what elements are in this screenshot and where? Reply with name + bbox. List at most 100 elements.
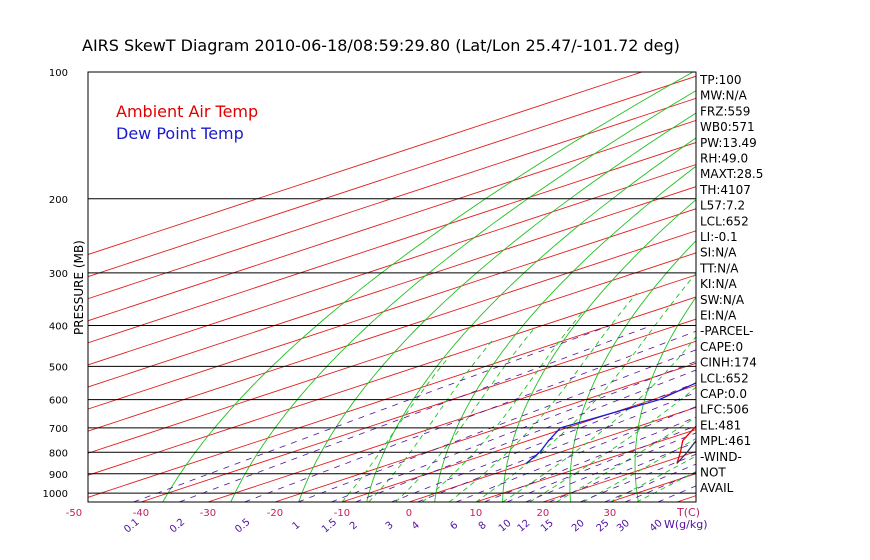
isotherm-line	[88, 208, 696, 410]
stability-index-item: LI:-0.1	[700, 230, 738, 244]
stability-index-item: LCL:652	[700, 371, 749, 385]
bottom-temp-tick-label: 0	[406, 508, 412, 519]
legend-entry: Ambient Air Temp	[116, 102, 258, 121]
mixing-ratio-line	[455, 406, 696, 502]
mixing-ratio-tick-labels: 0.1 0.2 0.5 1 1.5 2 3 4 6 8 10 12 15 20 25 30 40	[122, 517, 664, 536]
mixing-ratio-line	[244, 330, 696, 502]
stability-index-item: LCL:652	[700, 214, 749, 228]
mixing-ratio-line	[484, 416, 696, 502]
mixing-ratio-unit-label: W(g/kg)	[664, 518, 708, 531]
stability-index-item: EI:N/A	[700, 309, 737, 323]
pressure-tick-label: 400	[49, 322, 68, 333]
moist-adiabat-line	[529, 386, 696, 502]
stability-index-item: L57:7.2	[700, 199, 745, 213]
mixing-ratio-tick-label: 4	[410, 520, 422, 533]
isotherm-line	[88, 97, 696, 300]
legend-entry: Dew Point Temp	[116, 124, 244, 143]
stability-index-item: -WIND-	[700, 450, 742, 464]
stability-index-item: EL:481	[700, 418, 741, 432]
mixing-ratio-line	[624, 471, 696, 502]
legend: Ambient Air Temp Dew Point Temp	[116, 102, 258, 143]
isotherm-line	[408, 406, 696, 502]
bottom-temp-tick-label: -30	[200, 508, 216, 519]
mixing-ratio-tick-label: 25	[595, 518, 612, 535]
stability-index-item: LFC:506	[700, 403, 749, 417]
dry-adiabat-line	[162, 72, 694, 502]
dry-adiabat-line	[502, 199, 696, 502]
bottom-temp-tick-label: -50	[66, 508, 82, 519]
stability-index-item: TH:4107	[699, 183, 751, 197]
mixing-ratio-line	[179, 325, 653, 502]
dry-adiabat-line	[818, 72, 870, 502]
mixing-ratio-tick-label: 2	[348, 520, 360, 533]
isotherm-line	[88, 164, 696, 366]
isotherm-line	[341, 384, 696, 502]
pressure-tick-label: 1000	[43, 489, 68, 500]
pressure-tick-label: 200	[49, 195, 68, 206]
pressure-tick-label: 900	[49, 470, 68, 481]
mixing-ratio-tick-label: 0.5	[233, 517, 252, 536]
chart-title: AIRS SkewT Diagram 2010-06-18/08:59:29.8…	[82, 36, 680, 55]
isotherm-line	[744, 72, 870, 502]
stability-index-item: WB0:571	[700, 120, 755, 134]
bottom-temp-tick-label: -10	[334, 508, 350, 519]
stability-index-item: MAXT:28.5	[700, 167, 763, 181]
bottom-temp-tick-label: 20	[537, 508, 550, 519]
mixing-ratio-tick-label: 1.5	[320, 517, 339, 536]
series-line	[676, 425, 696, 464]
plot-border	[87, 71, 697, 503]
isotherm-line	[88, 186, 696, 388]
stability-index-item: CAPE:0	[700, 340, 743, 354]
stability-index-item: CAP:0.0	[700, 387, 747, 401]
isotherm-line	[140, 318, 696, 502]
pressure-tick-label: 500	[49, 362, 68, 373]
isotherm-line	[88, 75, 696, 278]
pressure-tick-label: 800	[49, 448, 68, 459]
bottom-temp-tick-labels: -50 -40 -30 -20 -10 0 10 20 30	[66, 508, 617, 519]
stability-index-item: AVAIL	[700, 481, 734, 495]
pressure-tick-label: 600	[49, 396, 68, 407]
mixing-ratio-line	[391, 382, 696, 502]
mixing-ratio-tick-label: 15	[539, 518, 556, 535]
moist-adiabat-line	[368, 340, 493, 502]
stability-index-item: KI:N/A	[700, 277, 737, 291]
stability-index-item: MPL:461	[700, 434, 751, 448]
dry-adiabat-line	[230, 90, 696, 502]
dry-adiabat-line	[569, 240, 696, 502]
mixing-ratio-tick-label: 10	[497, 518, 514, 535]
isotherm-line	[274, 362, 696, 502]
stability-index-item: -PARCEL-	[700, 324, 754, 338]
stability-index-item: SW:N/A	[700, 293, 745, 307]
pressure-tick-labels: 100 200 300 400 500 600 700 800 900 1000	[43, 68, 68, 500]
stability-index-item: TP:100	[699, 73, 742, 87]
mixing-ratio-tick-label: 0.1	[122, 517, 141, 536]
mixing-ratio-tick-label: 3	[384, 520, 396, 533]
dry-adiabat-line	[366, 137, 696, 502]
dry-adiabat-line	[434, 165, 696, 502]
isotherm-line	[475, 429, 696, 502]
mixing-ratio-line	[525, 432, 696, 502]
mixing-ratio-line	[579, 453, 696, 502]
stability-index-item: SI:N/A	[700, 246, 737, 260]
isotherm-line	[88, 119, 696, 322]
stability-index-item: NOT	[700, 466, 726, 480]
sounding-series	[525, 382, 696, 464]
isotherm-line	[88, 252, 696, 454]
mixing-ratio-lines	[133, 325, 696, 502]
isotherm-line	[207, 340, 696, 502]
mixing-ratio-tick-label: 20	[570, 518, 587, 535]
moist-adiabat-line	[502, 335, 696, 502]
mixing-ratio-tick-label: 40	[648, 518, 665, 535]
pressure-tick-label: 700	[49, 424, 68, 435]
moist-adiabat-line	[475, 272, 696, 502]
isotherm-line	[88, 230, 696, 432]
mixing-ratio-tick-label: 8	[477, 520, 489, 533]
stability-index-item: PW:13.49	[700, 136, 757, 150]
stability-index-item: RH:49.0	[700, 152, 748, 166]
mixing-ratio-tick-label: 12	[516, 518, 533, 535]
mixing-ratio-line	[417, 392, 696, 502]
stability-index-item: MW:N/A	[700, 89, 748, 103]
bottom-temp-tick-label: 10	[470, 508, 483, 519]
